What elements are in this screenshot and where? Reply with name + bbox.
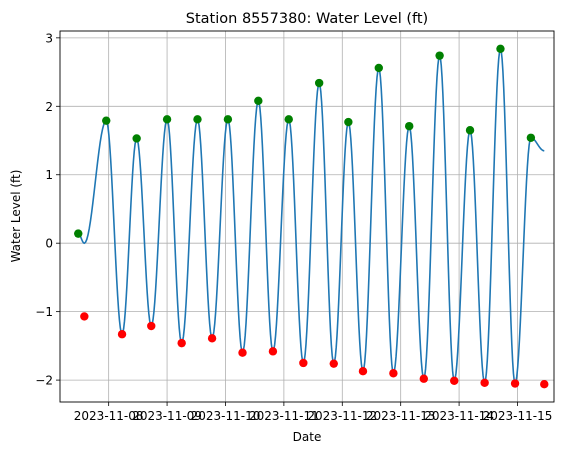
low-tide-point: [117, 330, 127, 339]
low-tide-point: [480, 378, 489, 388]
x-tick-label: 2023-11-12: [307, 409, 377, 423]
low-tide-point: [358, 366, 368, 376]
high-tide-point: [193, 115, 202, 124]
y-tick-label: 2: [45, 100, 53, 114]
y-tick-label: −2: [35, 374, 53, 388]
x-tick-label: 2023-11-14: [424, 409, 494, 423]
x-axis: 2023-11-082023-11-092023-11-102023-11-11…: [74, 402, 553, 423]
low-tide-point: [299, 358, 308, 368]
low-tide-point: [450, 376, 459, 385]
high-tide-point: [465, 126, 475, 135]
water-level-line: [78, 46, 545, 386]
low-tide-point: [207, 334, 217, 343]
chart-title: Station 8557380: Water Level (ft): [186, 11, 428, 27]
x-tick-label: 2023-11-11: [249, 409, 319, 423]
high-tide-point: [284, 115, 293, 124]
low-tide-point: [268, 347, 278, 356]
high-tide-point: [344, 117, 353, 127]
x-tick-label: 2023-11-10: [191, 409, 261, 423]
y-axis: −2 −1 0 1 2 3: [35, 31, 60, 388]
high-tide-point: [223, 115, 233, 124]
x-tick-label: 2023-11-08: [74, 409, 144, 423]
low-tide-point: [177, 338, 186, 348]
low-tide-point: [419, 374, 429, 383]
high-tide-point: [314, 78, 324, 88]
plot-frame: [59, 30, 555, 403]
high-tide-point: [74, 229, 83, 238]
low-tide-point: [510, 379, 520, 388]
high-tide-point: [102, 116, 111, 125]
y-tick-label: 0: [45, 237, 53, 251]
plot-area: [74, 44, 549, 389]
y-tick-label: −1: [35, 305, 53, 319]
high-tide-point: [405, 121, 414, 131]
x-tick-label: 2023-11-13: [366, 409, 436, 423]
y-axis-label: Water Level (ft): [9, 170, 23, 263]
high-tide-point: [526, 133, 536, 142]
low-tide-point: [80, 312, 89, 321]
x-tick-label: 2023-11-15: [483, 409, 553, 423]
high-tide-point: [496, 44, 505, 53]
high-tide-point: [254, 96, 263, 106]
high-tide-point: [162, 115, 172, 124]
x-tick-label: 2023-11-09: [132, 409, 202, 423]
low-tide-point: [238, 348, 247, 357]
grid: [60, 31, 554, 402]
x-axis-label: Date: [293, 430, 322, 444]
high-tide-point: [374, 63, 383, 73]
low-tide-point: [389, 369, 398, 378]
high-tide-point: [132, 134, 141, 143]
low-tide-point: [540, 380, 549, 389]
y-tick-label: 1: [45, 168, 53, 182]
high-tide-point: [435, 51, 444, 60]
low-tide-point: [147, 321, 156, 331]
y-tick-label: 3: [45, 31, 53, 45]
low-tide-point: [329, 359, 338, 368]
